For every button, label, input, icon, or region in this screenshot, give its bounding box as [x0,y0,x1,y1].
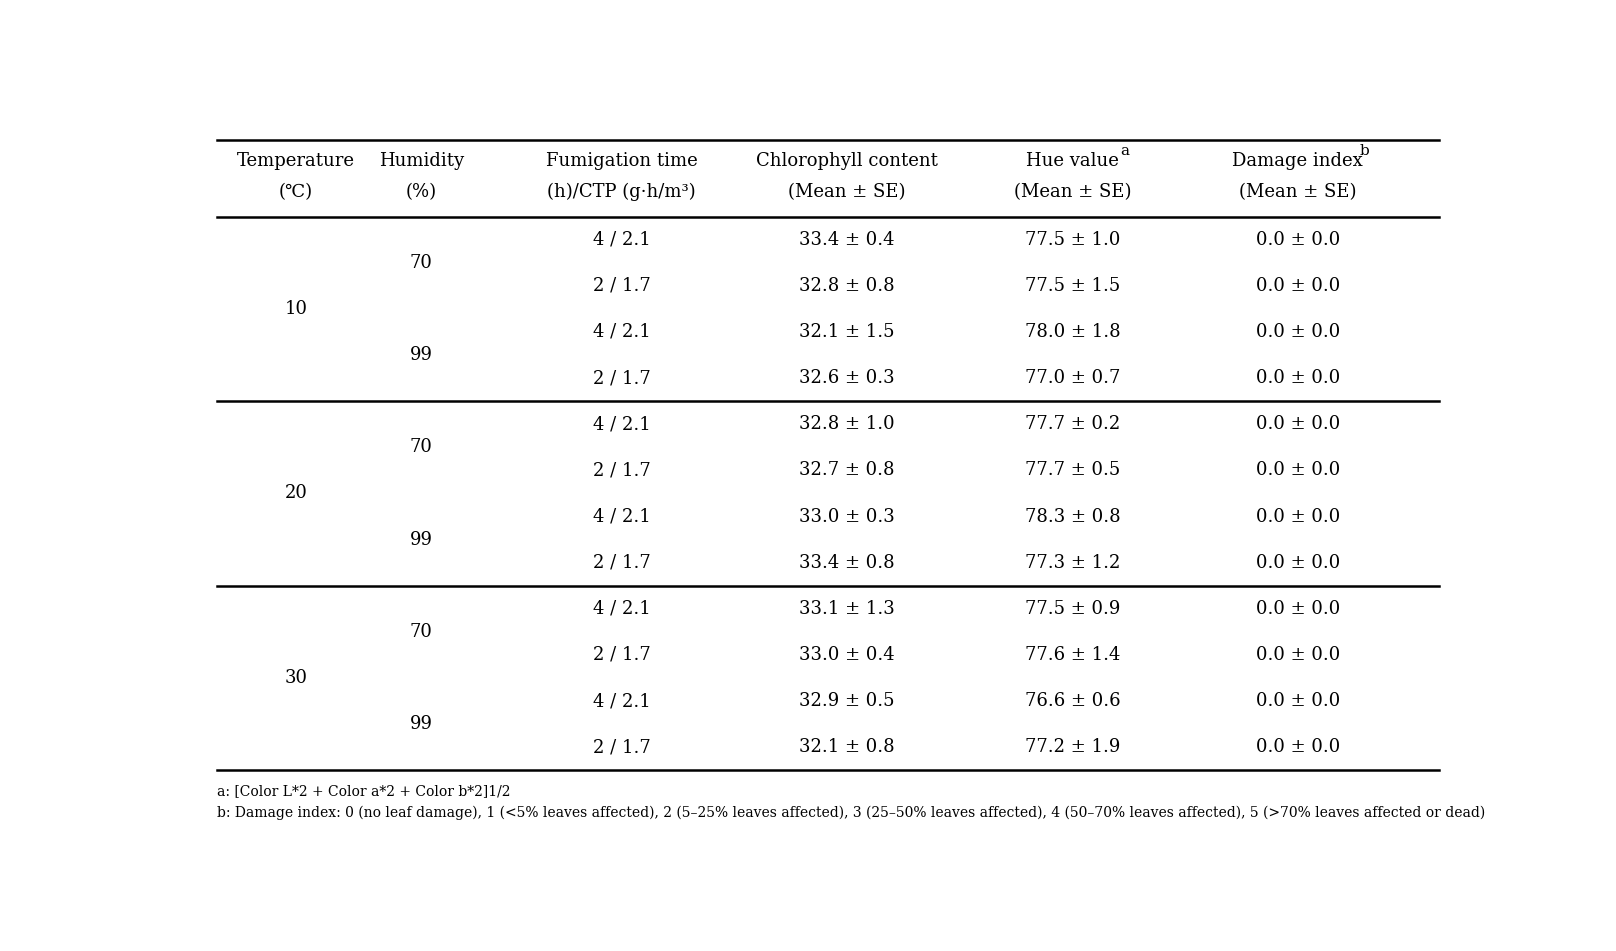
Text: Fumigation time: Fumigation time [546,151,698,169]
Text: 99: 99 [410,715,433,733]
Text: 0.0 ± 0.0: 0.0 ± 0.0 [1256,416,1340,434]
Text: 0.0 ± 0.0: 0.0 ± 0.0 [1256,646,1340,664]
Text: Damage index: Damage index [1233,151,1364,169]
Text: 0.0 ± 0.0: 0.0 ± 0.0 [1256,461,1340,479]
Text: 70: 70 [410,438,433,456]
Text: 32.6 ± 0.3: 32.6 ± 0.3 [800,369,895,387]
Text: 77.7 ± 0.2: 77.7 ± 0.2 [1025,416,1120,434]
Text: 4 / 2.1: 4 / 2.1 [593,692,650,710]
Text: 33.0 ± 0.3: 33.0 ± 0.3 [798,508,895,526]
Text: (%): (%) [406,183,436,201]
Text: b: b [1361,144,1370,158]
Text: 4 / 2.1: 4 / 2.1 [593,600,650,618]
Text: a: a [1120,144,1130,158]
Text: 77.5 ± 1.0: 77.5 ± 1.0 [1025,231,1120,249]
Text: Chlorophyll content: Chlorophyll content [756,151,937,169]
Text: 33.0 ± 0.4: 33.0 ± 0.4 [800,646,895,664]
Text: 32.9 ± 0.5: 32.9 ± 0.5 [800,692,895,710]
Text: 70: 70 [410,254,433,272]
Text: 2 / 1.7: 2 / 1.7 [593,646,650,664]
Text: Temperature: Temperature [238,151,356,169]
Text: (h)/CTP (g·h/m³): (h)/CTP (g·h/m³) [548,183,696,202]
Text: 4 / 2.1: 4 / 2.1 [593,231,650,249]
Text: 2 / 1.7: 2 / 1.7 [593,277,650,295]
Text: 30: 30 [284,669,307,687]
Text: 2 / 1.7: 2 / 1.7 [593,738,650,756]
Text: 77.3 ± 1.2: 77.3 ± 1.2 [1025,553,1120,572]
Text: 99: 99 [410,346,433,364]
Text: 33.4 ± 0.8: 33.4 ± 0.8 [800,553,895,572]
Text: 2 / 1.7: 2 / 1.7 [593,461,650,479]
Text: Humidity: Humidity [378,151,464,169]
Text: 0.0 ± 0.0: 0.0 ± 0.0 [1256,277,1340,295]
Text: 32.7 ± 0.8: 32.7 ± 0.8 [800,461,895,479]
Text: 78.0 ± 1.8: 78.0 ± 1.8 [1025,323,1120,341]
Text: 78.3 ± 0.8: 78.3 ± 0.8 [1025,508,1120,526]
Text: (℃): (℃) [280,183,314,201]
Text: 76.6 ± 0.6: 76.6 ± 0.6 [1025,692,1120,710]
Text: 0.0 ± 0.0: 0.0 ± 0.0 [1256,738,1340,756]
Text: 0.0 ± 0.0: 0.0 ± 0.0 [1256,600,1340,618]
Text: 2 / 1.7: 2 / 1.7 [593,369,650,387]
Text: 77.6 ± 1.4: 77.6 ± 1.4 [1025,646,1120,664]
Text: (Mean ± SE): (Mean ± SE) [1013,183,1131,201]
Text: 32.1 ± 0.8: 32.1 ± 0.8 [800,738,895,756]
Text: (Mean ± SE): (Mean ± SE) [789,183,905,201]
Text: 77.0 ± 0.7: 77.0 ± 0.7 [1025,369,1120,387]
Text: 4 / 2.1: 4 / 2.1 [593,323,650,341]
Text: 0.0 ± 0.0: 0.0 ± 0.0 [1256,369,1340,387]
Text: 0.0 ± 0.0: 0.0 ± 0.0 [1256,553,1340,572]
Text: 0.0 ± 0.0: 0.0 ± 0.0 [1256,231,1340,249]
Text: 99: 99 [410,531,433,549]
Text: b: Damage index: 0 (no leaf damage), 1 (<5% leaves affected), 2 (5–25% leaves af: b: Damage index: 0 (no leaf damage), 1 (… [217,806,1485,821]
Text: 77.2 ± 1.9: 77.2 ± 1.9 [1025,738,1120,756]
Text: 77.7 ± 0.5: 77.7 ± 0.5 [1025,461,1120,479]
Text: 4 / 2.1: 4 / 2.1 [593,508,650,526]
Text: 33.4 ± 0.4: 33.4 ± 0.4 [800,231,895,249]
Text: (Mean ± SE): (Mean ± SE) [1239,183,1356,201]
Text: 0.0 ± 0.0: 0.0 ± 0.0 [1256,323,1340,341]
Text: 4 / 2.1: 4 / 2.1 [593,416,650,434]
Text: 70: 70 [410,623,433,641]
Text: 33.1 ± 1.3: 33.1 ± 1.3 [798,600,895,618]
Text: 77.5 ± 0.9: 77.5 ± 0.9 [1025,600,1120,618]
Text: a: [Color L*2 + Color a*2 + Color b*2]1/2: a: [Color L*2 + Color a*2 + Color b*2]1/… [217,784,511,798]
Text: 2 / 1.7: 2 / 1.7 [593,553,650,572]
Text: 20: 20 [284,484,307,502]
Text: 0.0 ± 0.0: 0.0 ± 0.0 [1256,692,1340,710]
Text: 10: 10 [284,300,307,318]
Text: 32.8 ± 0.8: 32.8 ± 0.8 [800,277,895,295]
Text: 32.8 ± 1.0: 32.8 ± 1.0 [800,416,895,434]
Text: Hue value: Hue value [1026,151,1118,169]
Text: 77.5 ± 1.5: 77.5 ± 1.5 [1025,277,1120,295]
Text: 32.1 ± 1.5: 32.1 ± 1.5 [800,323,895,341]
Text: 0.0 ± 0.0: 0.0 ± 0.0 [1256,508,1340,526]
